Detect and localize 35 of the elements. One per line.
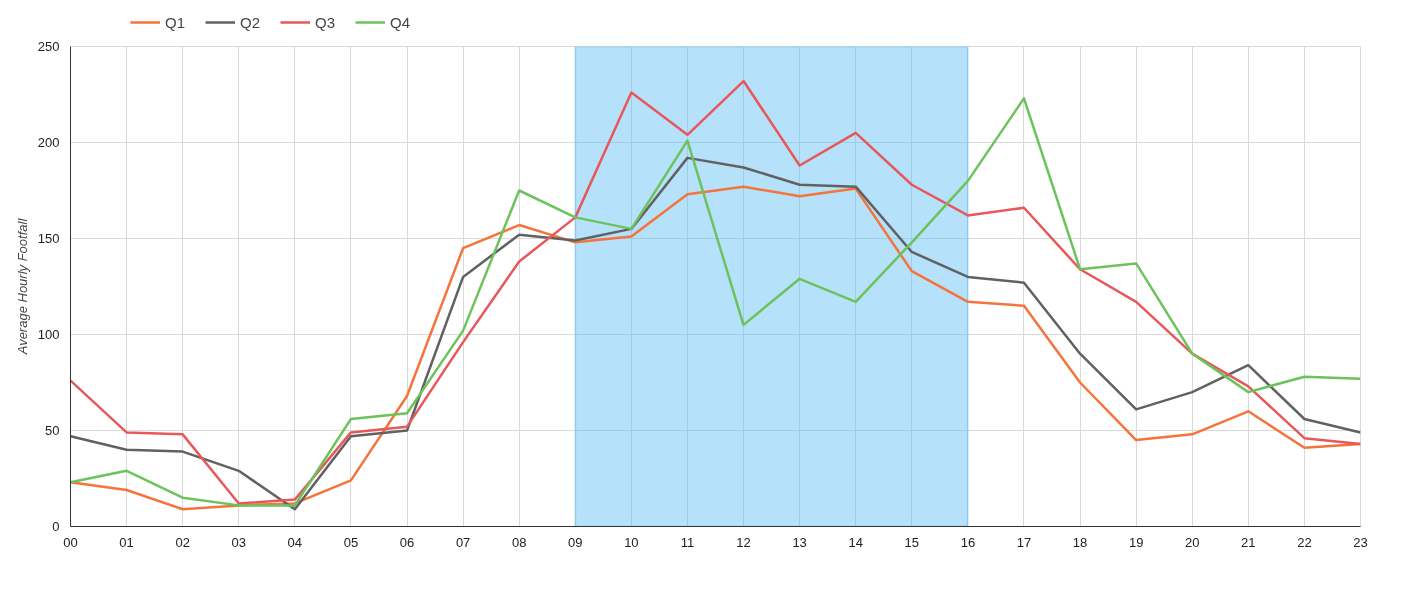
x-tick-label: 21 — [1241, 534, 1256, 550]
x-tick-label: 10 — [624, 534, 639, 550]
x-tick-label: 20 — [1185, 534, 1200, 550]
legend-label: Q4 — [390, 13, 411, 31]
y-tick-label: 250 — [37, 39, 60, 54]
x-tick-label: 11 — [680, 534, 695, 550]
legend-label: Q1 — [165, 13, 186, 31]
y-tick-label: 100 — [37, 327, 60, 342]
x-tick-label: 22 — [1297, 534, 1312, 550]
x-tick-label: 00 — [63, 534, 78, 550]
x-tick-label: 19 — [1128, 534, 1144, 550]
x-tick-label: 14 — [848, 534, 863, 550]
y-tick-label: 50 — [45, 423, 60, 438]
y-axis-title: Average Hourly Footfall — [14, 217, 30, 356]
x-tick-label: 18 — [1072, 534, 1088, 550]
x-tick-label: 13 — [792, 534, 807, 550]
x-tick-label: 01 — [119, 534, 134, 550]
x-tick-label: 15 — [904, 534, 920, 550]
x-tick-label: 09 — [568, 534, 583, 550]
x-tick-label: 12 — [736, 534, 751, 550]
x-tick-label: 16 — [960, 534, 976, 550]
legend-label: Q3 — [315, 13, 336, 31]
x-tick-label: 17 — [1016, 534, 1032, 550]
y-tick-label: 200 — [37, 135, 60, 150]
y-tick-label: 0 — [52, 519, 60, 534]
x-tick-label: 07 — [455, 534, 471, 550]
x-tick-label: 04 — [287, 534, 303, 550]
x-tick-label: 05 — [343, 534, 359, 550]
x-tick-label: 06 — [399, 534, 415, 550]
x-tick-label: 08 — [511, 534, 527, 550]
y-tick-label: 150 — [37, 231, 60, 246]
x-tick-label: 23 — [1353, 534, 1368, 550]
legend-label: Q2 — [240, 13, 261, 31]
x-tick-label: 02 — [175, 534, 190, 550]
x-tick-label: 03 — [231, 534, 246, 550]
